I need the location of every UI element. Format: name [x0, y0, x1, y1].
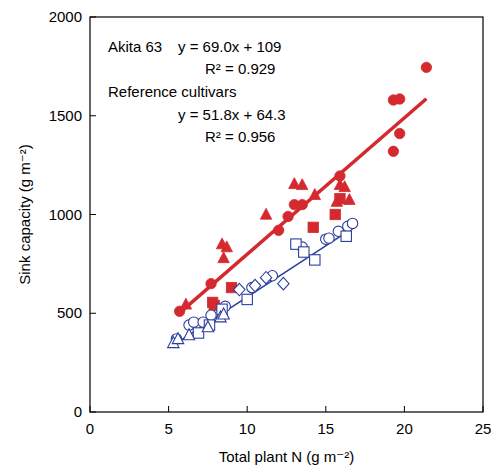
y-axis-label: Sink capacity (g m⁻²): [16, 144, 33, 284]
point: [193, 328, 203, 338]
plot-area: [168, 62, 432, 347]
y-tick: [90, 17, 96, 18]
point: [221, 241, 232, 252]
point: [202, 321, 213, 332]
point: [341, 231, 351, 241]
point: [218, 252, 229, 263]
y-tick: [90, 412, 96, 413]
point: [388, 146, 398, 156]
x-tick-label: 0: [86, 420, 94, 437]
y-tick-label: 1500: [49, 107, 82, 124]
point: [260, 208, 271, 219]
y-tick-label: 2000: [49, 8, 82, 25]
point: [347, 218, 357, 228]
y-tick: [90, 115, 96, 116]
x-tick-label: 20: [396, 420, 413, 437]
point: [278, 277, 289, 289]
series-name: Reference cultivars: [108, 83, 236, 100]
x-tick: [247, 406, 248, 412]
point: [299, 247, 309, 257]
x-tick: [168, 406, 169, 412]
point: [180, 298, 191, 309]
point: [394, 94, 404, 104]
point: [189, 317, 199, 327]
point: [249, 279, 260, 291]
x-tick: [325, 406, 326, 412]
point: [339, 181, 350, 192]
point: [394, 128, 404, 138]
x-tick: [404, 406, 405, 412]
point: [206, 310, 216, 320]
equation: y = 69.0x + 109: [178, 38, 281, 55]
point: [273, 225, 283, 235]
y-tick-label: 0: [74, 403, 82, 420]
x-tick-label: 25: [475, 420, 492, 437]
point: [206, 278, 216, 288]
equation: y = 51.8x + 64.3: [178, 106, 286, 123]
x-tick-label: 5: [164, 420, 172, 437]
point: [324, 233, 334, 243]
point: [260, 272, 271, 284]
point: [218, 308, 229, 319]
chart: 0 5 10 15 20 25 0 500 1000 1500 2000 Total plant N …: [0, 0, 500, 472]
x-tick: [90, 406, 91, 412]
point: [309, 189, 320, 200]
r-squared: R² = 0.956: [205, 128, 275, 145]
regression-line: [173, 227, 354, 345]
point: [297, 179, 308, 190]
x-tick-label: 15: [317, 420, 334, 437]
x-axis-label: Total plant N (g m⁻²): [219, 448, 354, 465]
point: [421, 62, 431, 72]
point: [330, 209, 340, 219]
y-tick: [90, 214, 96, 215]
point: [283, 211, 293, 221]
point: [310, 255, 320, 265]
point: [183, 329, 194, 340]
point: [242, 294, 252, 304]
x-tick-label: 10: [239, 420, 256, 437]
y-tick: [90, 313, 96, 314]
point: [308, 222, 318, 232]
series-name: Akita 63: [108, 38, 162, 55]
r-squared: R² = 0.929: [205, 60, 275, 77]
x-tick: [483, 406, 484, 412]
point: [335, 194, 345, 204]
regression-line: [180, 99, 427, 313]
point: [172, 333, 183, 344]
y-tick-label: 1000: [49, 206, 82, 223]
point: [234, 283, 245, 295]
plot-frame: [90, 17, 483, 412]
point: [297, 199, 307, 209]
y-tick-label: 500: [57, 304, 82, 321]
